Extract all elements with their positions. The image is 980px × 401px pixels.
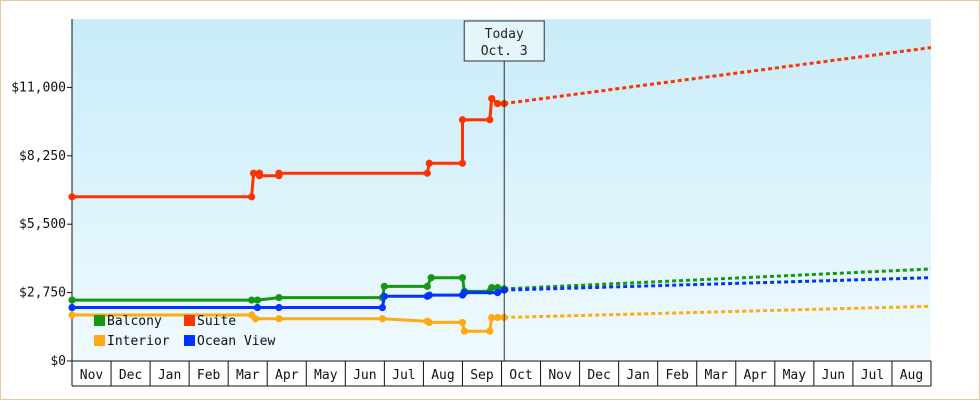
interior-forecast-line: [504, 304, 932, 319]
x-tick-label: Mar: [236, 368, 260, 383]
x-tick-label: Sep: [470, 368, 494, 383]
x-tick-label: May: [314, 368, 338, 383]
ocean-view-data-point: [460, 289, 469, 297]
ocean-view-data-point: [378, 303, 387, 312]
ocean-view-forecast-line: [504, 276, 932, 292]
suite-data-point: [486, 116, 494, 124]
ocean-view-data-point: [493, 289, 502, 297]
interior-data-point: [275, 315, 283, 323]
interior-data-point: [488, 313, 496, 322]
balcony-data-point: [253, 296, 262, 304]
x-tick-label: Jul: [861, 368, 884, 383]
x-tick-label: Aug: [431, 368, 454, 383]
series-layer: [68, 46, 932, 335]
balcony-data-point: [493, 284, 502, 292]
y-tick-label: $11,000: [11, 80, 66, 95]
suite-data-point: [458, 116, 467, 124]
balcony-forecast-line: [504, 267, 932, 291]
balcony-data-point: [458, 274, 467, 282]
ocean-view-data-point: [425, 291, 433, 299]
suite-data-point: [488, 94, 496, 103]
today-label-line2: Oct. 3: [481, 44, 528, 59]
suite-data-point: [275, 169, 283, 177]
x-tick-label: Feb: [197, 368, 221, 383]
balcony-data-point: [380, 282, 388, 290]
legend-swatch-interior: [94, 335, 105, 346]
y-tick-label: $5,500: [19, 217, 66, 232]
legend: Balcony Suite Interior Ocean View: [94, 314, 275, 349]
x-tick-label: Jun: [353, 368, 376, 383]
legend-swatch-ocean-view: [184, 335, 195, 346]
interior-data-point: [251, 315, 260, 323]
x-tick-label: Jan: [158, 368, 181, 383]
interior-data-point: [68, 311, 76, 319]
x-tick-label: Apr: [275, 368, 299, 383]
x-tick-label: Oct: [509, 368, 532, 383]
legend-swatch-balcony: [94, 315, 105, 326]
suite-forecast-line: [504, 46, 932, 106]
suite-data-point: [68, 193, 76, 201]
x-tick-label: Feb: [665, 368, 689, 383]
suite-data-point: [423, 169, 431, 177]
ocean-view-data-point: [275, 303, 283, 312]
x-tick-label: Dec: [119, 368, 142, 383]
x-tick-label: Dec: [587, 368, 610, 383]
x-tick-label: Nov: [548, 368, 572, 383]
legend-swatch-suite: [184, 315, 195, 326]
x-tick-label: May: [783, 368, 807, 383]
balcony-data-point: [68, 296, 76, 304]
x-tick-label: Jan: [626, 368, 649, 383]
interior-data-point: [378, 315, 387, 323]
balcony-data-point: [488, 284, 496, 292]
x-tick-label: Aug: [900, 368, 923, 383]
y-tick-label: $8,250: [19, 149, 66, 164]
x-tick-label: Nov: [80, 368, 104, 383]
interior-data-point: [486, 327, 494, 335]
ocean-view-data-point: [68, 303, 76, 312]
interior-data-point: [460, 327, 469, 335]
interior-data-point: [425, 318, 433, 327]
legend-label-suite: Suite: [197, 314, 236, 329]
suite-data-point: [255, 172, 264, 180]
today-marker: Today Oct. 3: [463, 20, 545, 361]
suite-data-point: [248, 193, 256, 201]
x-tick-label: Apr: [744, 368, 768, 383]
legend-label-balcony: Balcony: [107, 314, 162, 329]
today-label-box: [463, 20, 545, 62]
balcony-data-point: [248, 296, 256, 304]
y-ticks: $0 $2,750 $5,500 $8,250 $11,000: [11, 80, 72, 369]
x-tick-label: Jun: [822, 368, 845, 383]
legend-label-interior: Interior: [107, 334, 170, 349]
interior-data-point: [458, 318, 467, 327]
balcony-data-point: [427, 274, 435, 282]
legend-label-ocean-view: Ocean View: [197, 334, 275, 349]
y-tick-label: $0: [50, 354, 66, 369]
suite-data-point: [249, 169, 258, 177]
ocean-view-data-point: [380, 292, 388, 300]
y-tick-label: $2,750: [19, 286, 66, 301]
suite-data-point: [458, 159, 467, 167]
x-tick-label: Jul: [392, 368, 415, 383]
x-ticks: Nov Dec Jan Feb Mar Apr May Jun Jul Aug Sep Oct Nov D…: [71, 361, 932, 387]
today-label-line1: Today: [485, 27, 524, 42]
plot-background: [72, 19, 931, 361]
interior-data-point: [493, 313, 502, 322]
suite-data-point: [493, 99, 502, 108]
balcony-data-point: [275, 293, 283, 302]
suite-data-point: [425, 159, 433, 167]
x-tick-label: Mar: [705, 368, 729, 383]
balcony-data-point: [423, 282, 431, 290]
ocean-view-data-point: [253, 303, 262, 312]
